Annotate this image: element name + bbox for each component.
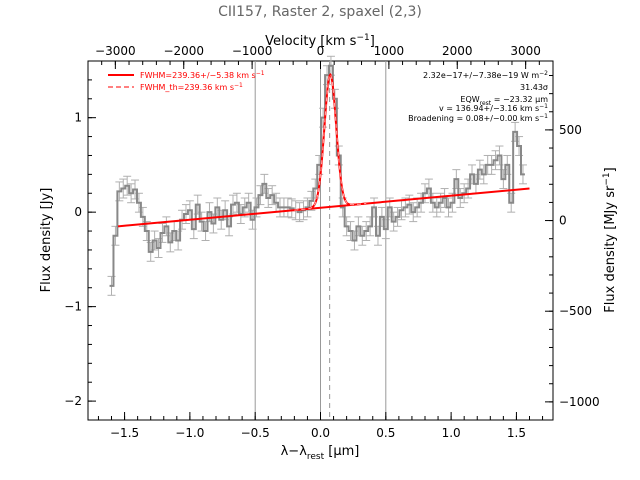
right-axis: −1000 −500 0 500 <box>545 75 600 421</box>
gaussian-theoretical-line <box>294 73 367 211</box>
x-tick-label: 1.0 <box>442 426 461 440</box>
x-tick-label: −1.0 <box>175 426 204 440</box>
annotation-flux: 2.32e−17+/−7.38e−19 W m−2 <box>423 70 548 80</box>
y-tick-label: 0 <box>74 205 82 219</box>
annotation-broadening: Broadening = 0.08+/−0.00 km s−1 <box>408 113 548 123</box>
chart-title: CII157, Raster 2, spaxel (2,3) <box>218 4 422 20</box>
spectrum-series <box>107 55 527 296</box>
annotation-velocity: v = 136.94+/−3.16 km s−1 <box>439 103 548 113</box>
bottom-axis: −1.5 −1.0 −0.5 0.0 0.5 1.0 1.5 <box>97 412 544 440</box>
top-tick-label: −2000 <box>163 44 204 58</box>
x-axis-label: λ−λrest [μm] <box>281 444 360 462</box>
top-tick-label: 3000 <box>510 44 541 58</box>
x-tick-label: 0.0 <box>311 426 330 440</box>
fit-annotations: 2.32e−17+/−7.38e−19 W m−2 31.43σ EQWrest… <box>408 70 548 123</box>
top-axis: −3000 −2000 −1000 0 1000 2000 3000 <box>87 44 554 69</box>
top-tick-label: −1000 <box>232 44 273 58</box>
y-axis-label: Flux density [Jy] <box>39 188 54 293</box>
x-tick-label: 1.5 <box>507 426 526 440</box>
left-axis: −2 −1 0 1 <box>64 60 96 421</box>
x-tick-label: 0.5 <box>376 426 395 440</box>
y-tick-label: −1 <box>64 300 82 314</box>
annotation-snr: 31.43σ <box>520 83 548 92</box>
right-tick-label: 0 <box>559 214 567 228</box>
x-tick-label: −1.5 <box>110 426 139 440</box>
top-tick-label: 0 <box>317 44 325 58</box>
right-tick-label: −1000 <box>559 395 600 409</box>
fit-series <box>117 72 530 228</box>
y-tick-label: −2 <box>64 394 82 408</box>
top-tick-label: 1000 <box>374 44 405 58</box>
y-tick-label: 1 <box>74 111 82 125</box>
top-tick-label: 2000 <box>442 44 473 58</box>
right-axis-label: Flux density [MJy sr−1] <box>602 167 618 312</box>
top-tick-label: −3000 <box>95 44 136 58</box>
annotation-eqw: EQWrest = −23.32 μm <box>460 95 548 107</box>
legend-label-fwhm: FWHM=239.36+/−5.38 km s−1 <box>140 70 265 80</box>
gaussian-fit-line <box>294 72 367 212</box>
right-tick-label: 500 <box>559 123 582 137</box>
top-axis-label: Velocity [km s−1] <box>265 33 375 49</box>
x-tick-label: −0.5 <box>241 426 270 440</box>
legend-label-fwhm-th: FWHM_th=239.36 km s−1 <box>140 82 243 92</box>
right-tick-label: −500 <box>559 304 592 318</box>
legend: FWHM=239.36+/−5.38 km s−1 FWHM_th=239.36… <box>108 70 265 92</box>
